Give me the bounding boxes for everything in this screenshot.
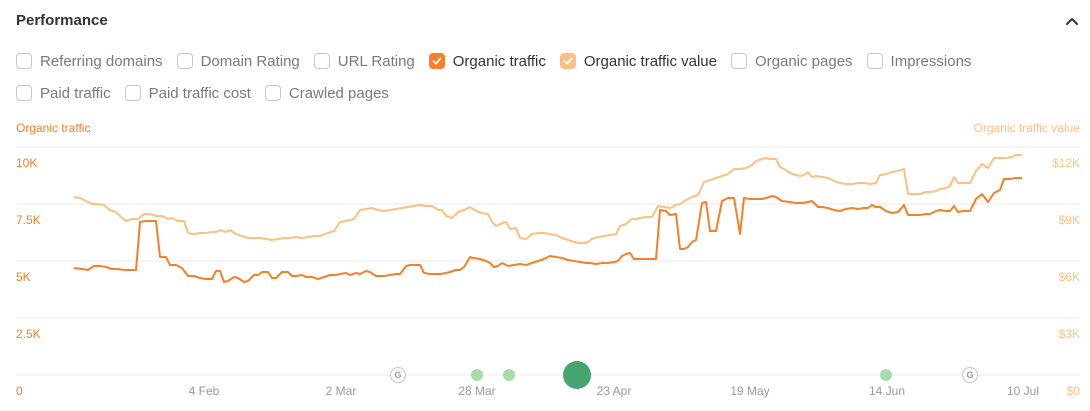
left-axis-tick: 7.5K (16, 213, 41, 227)
metric-label: Crawled pages (288, 84, 389, 102)
checkbox-unchecked-icon[interactable] (124, 85, 141, 101)
metric-label: Organic pages (754, 52, 853, 70)
right-axis-tick: $0 (1066, 384, 1080, 398)
metric-label: Paid traffic (40, 84, 111, 102)
checkbox-unchecked-icon[interactable] (313, 53, 330, 69)
x-axis-tick: 23 Apr (596, 384, 632, 398)
event-marker-small[interactable] (880, 369, 892, 381)
metric-toggle-paid-traffic-cost[interactable]: Paid traffic cost (124, 84, 251, 102)
metric-label: Impressions (890, 52, 972, 70)
right-axis-tick: $12K (1051, 156, 1080, 170)
checkbox-unchecked-icon[interactable] (866, 53, 883, 69)
metric-toggle-organic-traffic-value[interactable]: Organic traffic value (559, 52, 717, 70)
left-axis-tick: 2.5K (16, 327, 41, 341)
metric-toggle-referring-domains[interactable]: Referring domains (16, 53, 163, 70)
x-axis-tick: 4 Feb (188, 384, 220, 398)
metric-toggle-crawled-pages[interactable]: Crawled pages (264, 84, 389, 102)
metric-label: Organic traffic (452, 52, 546, 70)
metric-toggle-organic-traffic[interactable]: Organic traffic (428, 52, 546, 70)
event-marker-small[interactable] (503, 369, 515, 381)
left-axis-tick: 10K (16, 156, 38, 170)
checkbox-checked-icon[interactable] (559, 53, 576, 69)
metric-label: Domain Rating (200, 52, 300, 70)
checkbox-unchecked-icon[interactable] (16, 85, 32, 101)
chevron-up-icon[interactable] (1064, 13, 1080, 29)
checkbox-unchecked-icon[interactable] (730, 53, 747, 69)
checkbox-unchecked-icon[interactable] (16, 53, 32, 69)
x-axis-tick: 19 May (730, 384, 770, 398)
metric-row-2: Paid traffic Paid traffic cost Crawled pag… (16, 82, 1076, 104)
checkbox-checked-icon[interactable] (428, 53, 445, 69)
metric-row-1: Referring domains Domain Rating URL Rating… (16, 50, 1076, 72)
metric-toggle-url-rating[interactable]: URL Rating (313, 52, 415, 70)
checkbox-unchecked-icon[interactable] (264, 85, 281, 101)
x-axis-tick: 14 Jun (868, 384, 906, 398)
x-axis-tick: 10 Jul (1006, 384, 1040, 398)
right-axis-title: Organic traffic value (973, 121, 1081, 135)
metric-label: URL Rating (337, 52, 415, 70)
left-axis-title: Organic traffic (16, 121, 91, 135)
metric-toggle-paid-traffic[interactable]: Paid traffic (16, 85, 111, 102)
event-marker-small[interactable] (471, 369, 483, 381)
metric-label: Paid traffic cost (148, 84, 251, 102)
google-update-icon[interactable]: G (390, 367, 406, 383)
right-axis-tick: $9K (1058, 213, 1080, 227)
performance-header: Performance (16, 11, 1080, 33)
left-axis-tick: 5K (16, 270, 31, 284)
metric-toggles: Referring domains Domain Rating URL Rating… (16, 50, 1076, 114)
metric-toggle-organic-pages[interactable]: Organic pages (730, 52, 853, 70)
google-update-icon[interactable]: G (962, 367, 978, 383)
x-axis-tick: 28 Mar (458, 384, 496, 398)
metric-label: Organic traffic value (583, 52, 717, 70)
left-axis-tick: 0 (16, 384, 23, 398)
metric-toggle-domain-rating[interactable]: Domain Rating (176, 52, 300, 70)
checkbox-unchecked-icon[interactable] (176, 53, 193, 69)
right-axis-tick: $6K (1058, 270, 1080, 284)
right-axis-tick: $3K (1058, 327, 1080, 341)
event-marker-large[interactable] (563, 361, 591, 389)
metric-label: Referring domains (40, 52, 163, 70)
metric-toggle-impressions[interactable]: Impressions (866, 52, 972, 70)
series-line-organic-traffic[interactable] (73, 177, 1022, 283)
section-title: Performance (16, 12, 108, 29)
series-line-organic-traffic-value[interactable] (73, 154, 1022, 244)
x-axis-tick: 2 Mar (325, 384, 357, 398)
